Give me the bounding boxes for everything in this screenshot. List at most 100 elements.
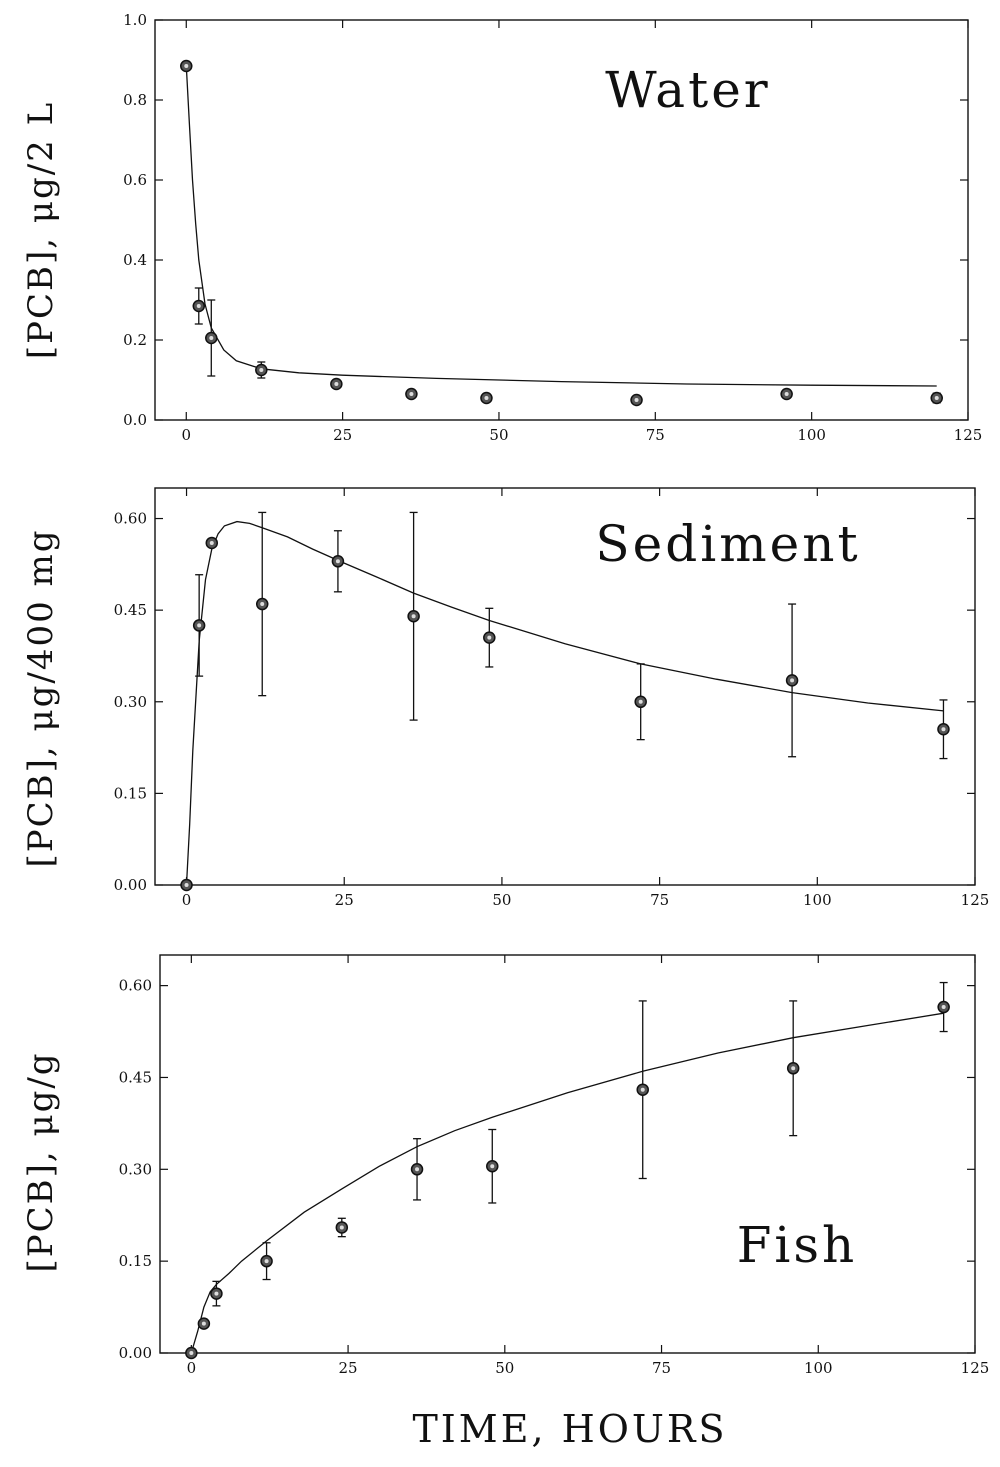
water-y-axis-title: [PCB], μg/2 L (21, 101, 61, 359)
sediment-panel-label: Sediment (595, 515, 860, 573)
sediment-y-tick-label: 0.45 (114, 601, 147, 619)
sediment-point-highlight (209, 540, 214, 545)
fish-point-highlight (941, 1005, 946, 1010)
water-point-highlight (934, 396, 939, 400)
fish-point-highlight (214, 1291, 219, 1296)
water-plot-frame (154, 19, 969, 421)
sediment-y-tick-label: 0.60 (114, 510, 147, 528)
fish-point-highlight (264, 1259, 269, 1264)
water-data-point (180, 59, 193, 73)
water-point-highlight (334, 382, 339, 386)
fish-point-highlight (490, 1164, 495, 1169)
sediment-data-point (331, 530, 345, 593)
water-y-tick-label: 0.0 (123, 411, 147, 429)
sediment-data-point (205, 536, 219, 550)
sediment-panel: [PCB], μg/400 mg Sediment 0 25 50 75 100 125 0… (21, 487, 990, 909)
water-point-highlight (484, 396, 489, 400)
water-x-tick-label: 0 (181, 426, 191, 444)
sediment-plot-frame (154, 487, 976, 886)
sediment-y-tick-label: 0.15 (114, 784, 147, 802)
water-data-point (630, 393, 643, 407)
sediment-point-highlight (260, 602, 265, 607)
sediment-point-highlight (638, 699, 643, 704)
water-x-tick-label: 75 (646, 426, 665, 444)
water-y-tick-label: 1.0 (123, 11, 147, 29)
fish-data-point (197, 1317, 211, 1330)
water-point-highlight (634, 398, 639, 402)
sediment-fit-curve (185, 520, 944, 886)
water-x-tick-label: 125 (954, 426, 983, 444)
sediment-point-highlight (197, 623, 202, 628)
sediment-data-point (255, 511, 269, 697)
water-x-tick-label: 100 (797, 426, 826, 444)
water-point-highlight (196, 304, 201, 308)
water-data-point (780, 387, 793, 401)
fish-y-tick-label: 0.15 (119, 1252, 152, 1270)
fish-point-highlight (201, 1321, 206, 1326)
water-data-point (405, 387, 418, 401)
sediment-point-highlight (411, 614, 416, 619)
sediment-x-tick-label: 25 (335, 891, 354, 909)
sediment-data-point (785, 603, 799, 758)
sediment-x-tick-label: 0 (182, 891, 192, 909)
fish-panel-label: Fish (737, 1216, 858, 1274)
fish-x-tick-label: 0 (187, 1359, 197, 1377)
water-y-tick-label: 0.8 (123, 91, 147, 109)
sediment-point-highlight (487, 635, 492, 640)
fish-data-point (486, 1128, 499, 1204)
fish-y-tick-label: 0.45 (119, 1068, 152, 1086)
sediment-y-tick-label: 0.00 (114, 876, 147, 894)
fish-point-highlight (791, 1066, 796, 1071)
water-panel: [PCB], μg/2 L Water 0 25 50 75 100 125 0.0 0.2 0… (21, 11, 982, 444)
fish-point-highlight (339, 1225, 344, 1230)
water-panel-label: Water (605, 61, 770, 119)
fish-y-tick-label: 0.00 (119, 1344, 152, 1362)
fish-x-tick-label: 125 (961, 1359, 990, 1377)
fish-data-point (185, 1346, 198, 1360)
sediment-data-point (180, 878, 193, 892)
sediment-point-highlight (184, 883, 189, 887)
sediment-x-tick-label: 75 (650, 891, 669, 909)
sediment-y-tick-label: 0.30 (114, 693, 147, 711)
fish-data-point (260, 1242, 273, 1281)
sediment-data-point (192, 574, 206, 677)
fish-y-axis-title: [PCB], μg/g (21, 1051, 61, 1272)
fish-fit-curve (190, 1012, 944, 1354)
water-data-point (930, 391, 943, 405)
sediment-point-highlight (335, 559, 340, 564)
water-fit-curve (185, 65, 937, 387)
fish-data-point (937, 981, 950, 1033)
fish-point-highlight (640, 1087, 645, 1092)
fish-y-tick-label: 0.30 (119, 1160, 152, 1178)
water-point-highlight (784, 392, 789, 396)
water-data-point (205, 299, 218, 377)
sediment-point-highlight (941, 727, 946, 732)
fish-x-tick-label: 75 (652, 1359, 671, 1377)
water-y-tick-label: 0.4 (123, 251, 147, 269)
sediment-y-axis-title: [PCB], μg/400 mg (21, 528, 61, 867)
sediment-x-tick-label: 125 (961, 891, 990, 909)
water-data-point (330, 377, 343, 391)
water-point-highlight (259, 368, 264, 372)
water-data-point (480, 391, 493, 405)
fish-point-highlight (189, 1351, 194, 1355)
sediment-point-highlight (790, 678, 795, 683)
fish-panel: [PCB], μg/g Fish 0 25 50 75 100 125 0.00 0.15 0.… (21, 954, 990, 1377)
water-y-tick-label: 0.6 (123, 171, 147, 189)
water-x-tick-label: 25 (333, 426, 352, 444)
water-point-highlight (409, 392, 414, 396)
fish-data-point (210, 1280, 223, 1307)
fish-data-point (636, 1000, 649, 1180)
sediment-data-point (937, 699, 950, 760)
water-point-highlight (209, 336, 214, 340)
fish-x-tick-label: 50 (495, 1359, 514, 1377)
sediment-data-point (483, 607, 496, 668)
sediment-data-point (407, 511, 420, 721)
fish-x-tick-label: 100 (804, 1359, 833, 1377)
fish-point-highlight (415, 1167, 420, 1172)
water-y-tick-label: 0.2 (123, 331, 147, 349)
fish-data-point (410, 1138, 424, 1201)
water-data-point (255, 361, 268, 379)
water-x-tick-label: 50 (489, 426, 508, 444)
